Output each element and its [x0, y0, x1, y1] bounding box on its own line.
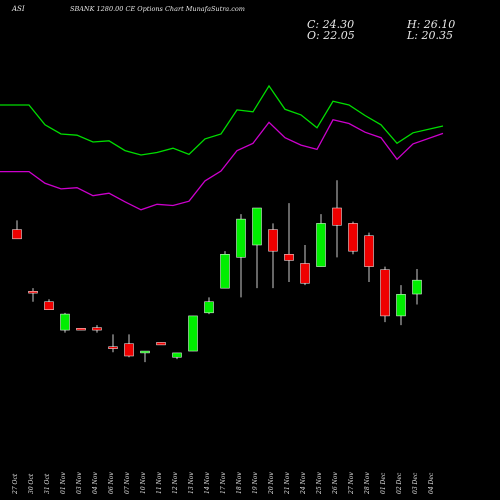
candle-body [236, 218, 246, 258]
x-tick-label: 17 Nov [220, 472, 227, 494]
chart-title: SBANK 1280.00 CE Options Chart MunafaSut… [70, 5, 245, 13]
x-tick-label: 12 Nov [172, 472, 179, 494]
x-tick-label: 01 Nov [60, 472, 67, 494]
candle-body [284, 254, 294, 261]
candle-body [28, 291, 38, 294]
high-value: H: 26.10 [407, 18, 456, 31]
candle-body [156, 342, 166, 346]
open-value: O: 22.05 [307, 29, 355, 42]
x-tick-label: 04 Nov [92, 472, 99, 494]
candle-body [108, 346, 118, 349]
x-tick-label: 14 Nov [204, 472, 211, 494]
x-tick-label: 13 Nov [188, 472, 195, 494]
x-tick-label: 03 Nov [76, 472, 83, 494]
candle-body [316, 223, 326, 267]
candle-body [348, 223, 358, 252]
x-tick-label: 19 Nov [252, 472, 259, 494]
x-tick-label: 11 Nov [156, 472, 163, 494]
x-tick-label: 25 Nov [316, 472, 323, 495]
x-tick-label: 06 Nov [108, 472, 115, 494]
x-tick-label: 01 Dec [380, 472, 387, 494]
x-tick-label: 30 Oct [28, 473, 35, 494]
x-tick-label: 20 Nov [268, 472, 275, 495]
candle-body [124, 343, 134, 357]
candle-body [188, 315, 198, 352]
candle-body [300, 263, 310, 284]
candle-body [412, 279, 422, 295]
x-tick-label: 04 Dec [428, 472, 435, 494]
x-tick-label: 31 Oct [44, 473, 51, 494]
candle-body [76, 328, 86, 331]
x-tick-label: 10 Nov [140, 472, 147, 494]
x-tick-label: 27 Oct [12, 473, 19, 495]
candle-body [332, 207, 342, 226]
candle-body [172, 352, 182, 358]
low-value: L: 20.35 [407, 29, 453, 42]
candle-body [252, 207, 262, 246]
x-tick-label: 27 Nov [348, 472, 355, 495]
candle-body [92, 327, 102, 331]
x-tick-label: 03 Dec [412, 472, 419, 494]
x-tick-label: 07 Nov [124, 472, 131, 494]
x-tick-label: 24 Nov [300, 472, 307, 495]
upper-band-line [0, 84, 444, 156]
candle-body [268, 229, 278, 252]
candle-body [60, 313, 70, 331]
symbol-label: ASI [12, 5, 25, 13]
close-value: C: 24.30 [307, 18, 355, 31]
candle-body [140, 350, 150, 354]
x-tick-label: 02 Dec [396, 472, 403, 494]
candle-body [380, 269, 390, 317]
x-tick-label: 21 Nov [284, 472, 291, 495]
lower-band-line [0, 119, 444, 211]
candle-body [396, 294, 406, 317]
candle-body [204, 301, 214, 314]
x-tick-label: 26 Nov [332, 472, 339, 495]
x-tick-label: 18 Nov [236, 472, 243, 494]
x-tick-label: 28 Nov [364, 472, 371, 495]
candle-body [44, 301, 54, 311]
candle-body [364, 235, 374, 267]
candle-body [220, 254, 230, 289]
candle-body [12, 229, 22, 240]
